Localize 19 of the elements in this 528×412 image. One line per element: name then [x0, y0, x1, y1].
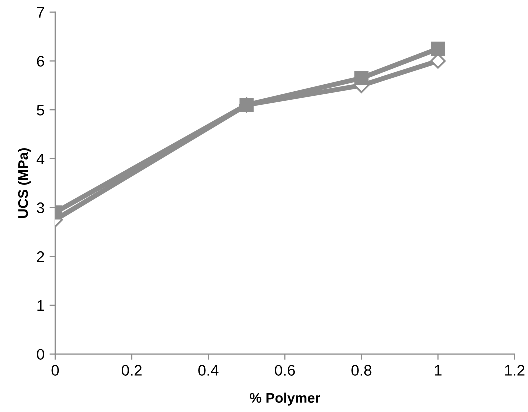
y-tick-label: 5	[37, 105, 44, 116]
y-tick-label: 4	[36, 154, 45, 164]
x-tick-label: 0.4	[198, 365, 219, 376]
x-tick-label: 0	[52, 365, 60, 376]
y-tick-label: 1	[38, 300, 44, 312]
x-tick-label: 0.8	[352, 365, 372, 376]
point	[354, 71, 369, 86]
x-tick-label: 0.2	[122, 365, 142, 376]
y-axis-title: UCS (MPa)	[18, 148, 31, 218]
x-tick-label: 1	[435, 365, 442, 376]
x-tick-label: 1.2	[505, 365, 525, 376]
y-tick-label: 3	[37, 202, 44, 214]
y-tick-label: 2	[37, 251, 44, 262]
y-tick-label: 6	[37, 56, 44, 67]
x-tick-label: 0.6	[275, 365, 296, 376]
x-axis-title: % Polymer	[250, 392, 320, 406]
y-tick-label: 0	[37, 349, 44, 360]
point	[431, 42, 446, 56]
y-tick-label: 7	[37, 7, 44, 18]
